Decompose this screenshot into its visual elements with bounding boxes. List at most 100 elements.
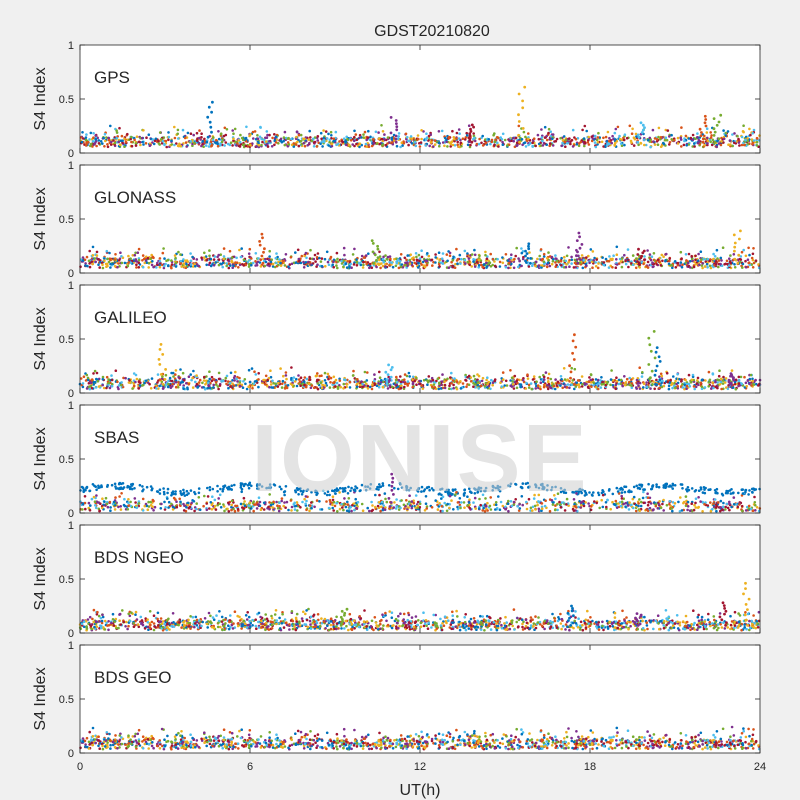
spike-point — [160, 373, 163, 376]
data-point — [653, 387, 656, 391]
data-point — [584, 142, 587, 145]
data-point — [545, 138, 549, 142]
y-tick-label: 0.5 — [59, 94, 74, 106]
data-point — [683, 383, 686, 387]
data-point — [378, 370, 381, 374]
data-point — [129, 500, 132, 504]
data-point — [753, 495, 756, 499]
data-point — [283, 501, 286, 504]
chart-title: GDST20210820 — [374, 23, 490, 40]
data-point — [238, 248, 241, 252]
data-point — [426, 379, 429, 382]
data-point — [537, 142, 541, 146]
spike-point — [572, 383, 576, 386]
data-point — [528, 251, 531, 254]
data-point — [123, 145, 126, 148]
data-point — [534, 387, 537, 390]
data-point — [158, 131, 162, 134]
data-point — [517, 265, 520, 269]
data-point — [97, 263, 100, 267]
data-point — [341, 506, 344, 509]
data-point — [554, 485, 557, 489]
spike-point — [704, 118, 708, 121]
data-point — [441, 141, 445, 144]
data-point — [94, 140, 98, 143]
data-point — [587, 502, 590, 505]
data-point — [502, 378, 505, 381]
data-point — [611, 266, 614, 269]
data-point — [694, 506, 698, 509]
data-point — [608, 136, 611, 140]
data-point — [719, 143, 723, 147]
data-point — [721, 379, 725, 383]
data-point — [346, 492, 350, 495]
spike-point — [395, 122, 398, 125]
data-point — [623, 383, 627, 387]
data-point — [700, 258, 703, 261]
data-point — [79, 265, 82, 269]
panel-label: GLONASS — [94, 188, 176, 207]
data-point — [134, 380, 137, 384]
data-point — [554, 254, 557, 257]
data-point — [680, 265, 684, 269]
data-point — [217, 377, 221, 381]
data-point — [520, 138, 524, 141]
data-point — [674, 386, 677, 390]
data-point — [581, 266, 585, 270]
spike-point — [164, 368, 168, 371]
data-point — [408, 258, 412, 262]
data-point — [260, 485, 264, 488]
data-point — [511, 380, 514, 383]
data-point — [614, 266, 618, 270]
data-point — [109, 143, 113, 146]
data-point — [697, 252, 700, 256]
data-point — [155, 387, 158, 390]
data-point — [665, 371, 669, 375]
data-point — [83, 495, 87, 498]
data-point — [184, 259, 187, 263]
data-point — [232, 264, 235, 268]
data-point — [378, 250, 381, 254]
data-point — [134, 144, 138, 147]
data-point — [297, 133, 301, 137]
data-point — [446, 145, 449, 148]
data-point — [304, 261, 308, 264]
data-point — [680, 126, 683, 129]
data-point — [420, 129, 423, 132]
data-point — [619, 260, 623, 263]
data-point — [300, 142, 304, 146]
data-point — [678, 264, 682, 267]
spike-point — [386, 373, 390, 376]
spike-point — [206, 135, 210, 139]
data-point — [264, 374, 268, 378]
data-point — [221, 261, 225, 265]
data-point — [656, 143, 660, 146]
data-point — [197, 491, 201, 495]
data-point — [377, 382, 380, 385]
data-point — [174, 492, 177, 496]
data-point — [670, 263, 673, 267]
spike-point — [703, 114, 707, 118]
data-point — [88, 138, 91, 141]
data-point — [302, 142, 306, 145]
data-point — [443, 144, 446, 148]
data-point — [480, 263, 483, 267]
data-point — [501, 140, 504, 144]
data-point — [257, 378, 260, 381]
data-point — [298, 380, 302, 384]
data-point — [672, 375, 675, 378]
data-point — [501, 132, 505, 136]
data-point — [406, 380, 410, 383]
data-point — [527, 265, 531, 268]
spike-point — [576, 250, 579, 254]
data-point — [297, 378, 301, 381]
data-point — [705, 131, 709, 134]
data-point — [586, 141, 590, 144]
data-point — [611, 134, 614, 138]
data-point — [373, 383, 377, 387]
data-point — [97, 142, 101, 145]
data-point — [640, 500, 643, 504]
data-point — [378, 258, 381, 262]
data-point — [479, 503, 483, 507]
spike-point — [525, 252, 529, 256]
